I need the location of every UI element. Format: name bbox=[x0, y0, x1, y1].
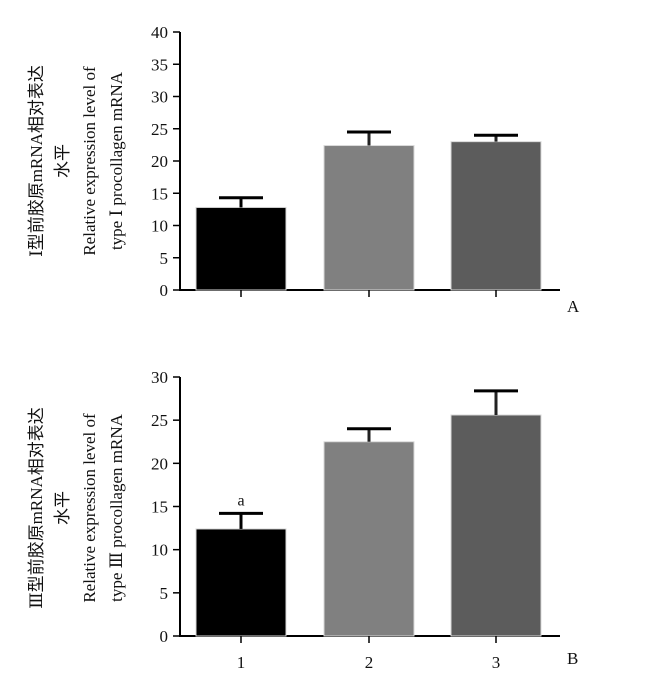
y-tick-label: 5 bbox=[160, 584, 169, 603]
y-axis-label-line: Relative expression level of bbox=[80, 413, 99, 603]
y-tick-label: 35 bbox=[151, 55, 168, 74]
y-tick-label: 15 bbox=[151, 184, 168, 203]
x-tick-label: 1 bbox=[237, 653, 246, 672]
y-axis-label-line: Relative expression level of bbox=[80, 66, 99, 256]
y-tick-label: 40 bbox=[151, 23, 168, 42]
bar bbox=[323, 145, 415, 291]
y-axis-label-line: 水平 bbox=[53, 491, 72, 525]
y-tick-label: 25 bbox=[151, 120, 168, 139]
bar bbox=[323, 441, 415, 637]
y-axis-label-line: Ⅲ型前胶原mRNA相对表达 bbox=[27, 407, 46, 609]
bar bbox=[195, 528, 287, 637]
y-axis-label-line: 水平 bbox=[53, 144, 72, 178]
y-tick-label: 30 bbox=[151, 88, 168, 107]
bar bbox=[450, 414, 542, 637]
x-tick-label: 3 bbox=[492, 653, 501, 672]
y-tick-label: 20 bbox=[151, 152, 168, 171]
bar bbox=[450, 141, 542, 291]
y-tick-label: 0 bbox=[160, 281, 169, 300]
y-tick-label: 5 bbox=[160, 249, 169, 268]
y-tick-label: 25 bbox=[151, 411, 168, 430]
x-tick-label: 2 bbox=[365, 653, 374, 672]
significance-annotation: a bbox=[237, 492, 244, 509]
y-axis-label-line: type Ⅲ procollagen mRNA bbox=[107, 413, 126, 601]
panel-label: A bbox=[567, 297, 580, 316]
panel-label: B bbox=[567, 649, 578, 668]
bar bbox=[195, 206, 287, 291]
y-tick-label: 10 bbox=[151, 541, 168, 560]
y-tick-label: 10 bbox=[151, 217, 168, 236]
y-axis-label-line: type Ⅰ procollagen mRNA bbox=[107, 71, 126, 250]
y-tick-label: 0 bbox=[160, 627, 169, 646]
y-tick-label: 20 bbox=[151, 454, 168, 473]
y-axis-label-line: Ⅰ型前胶原mRNA相对表达 bbox=[27, 65, 46, 257]
y-tick-label: 30 bbox=[151, 368, 168, 387]
y-tick-label: 15 bbox=[151, 498, 168, 517]
